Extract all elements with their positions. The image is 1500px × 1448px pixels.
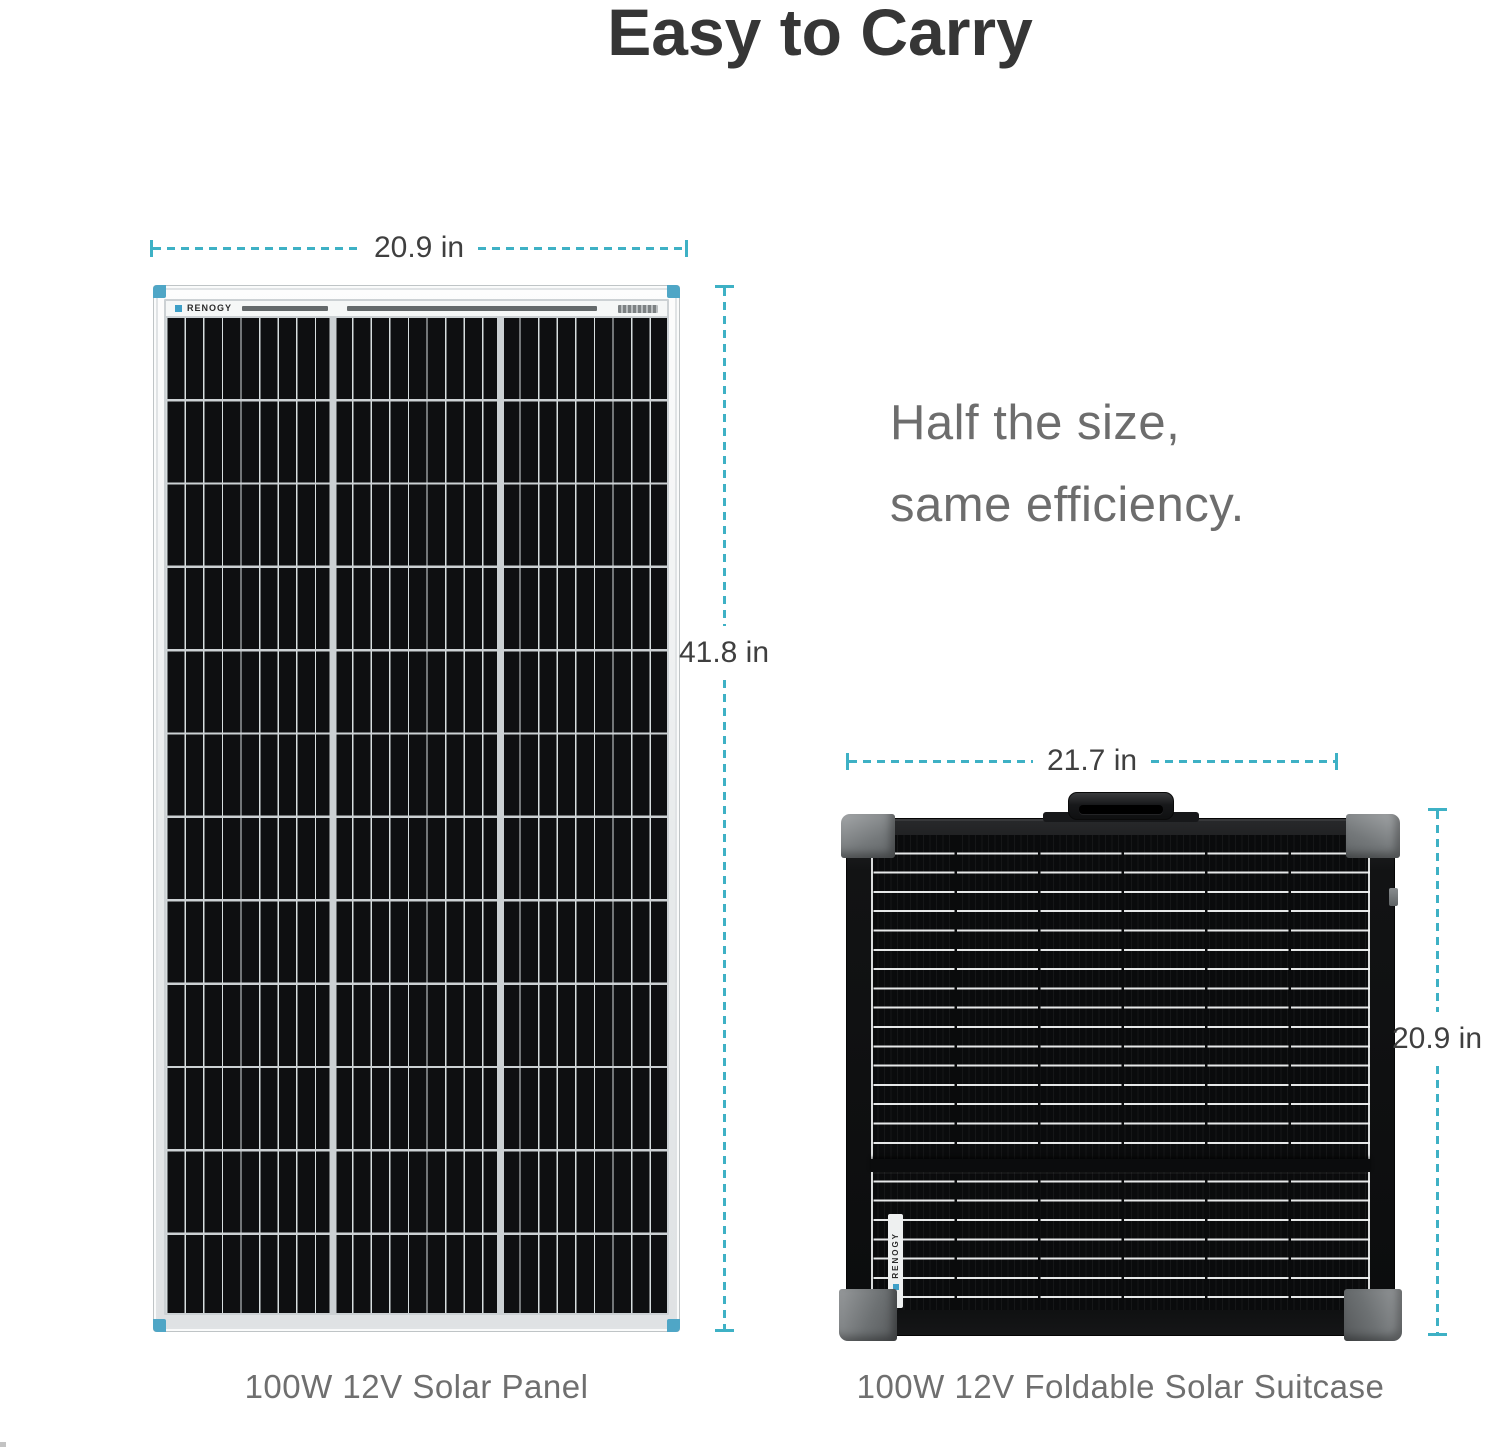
suitcase-corner-guard	[839, 1289, 897, 1341]
suitcase-fold-seam	[871, 1159, 1370, 1172]
dimension-dash	[153, 246, 360, 250]
dimension-tick	[846, 752, 849, 770]
dimension-tick	[714, 1329, 734, 1332]
solar-panel-image: RENOGY	[153, 285, 680, 1332]
suitcase-image: RENOGY	[839, 792, 1402, 1341]
dimension-dash	[1151, 759, 1336, 763]
tagline-line-1: Half the size,	[890, 396, 1181, 450]
panel-height-label: 41.8 in	[678, 635, 770, 669]
dimension-dash	[1435, 811, 1439, 1012]
panel-busbar	[347, 306, 598, 311]
dimension-dash	[849, 759, 1033, 763]
panel-serial-tag	[618, 304, 658, 313]
suitcase-brand-label: RENOGY	[888, 1214, 903, 1308]
panel-solar-cells	[166, 318, 667, 1313]
dimension-tick	[1427, 1333, 1447, 1336]
dimension-tick	[685, 239, 689, 257]
panel-caption: 100W 12V Solar Panel	[244, 1368, 589, 1405]
dimension-tick	[1335, 752, 1339, 770]
suitcase-brand-text: RENOGY	[891, 1232, 900, 1279]
suitcase-corner-guard	[841, 814, 895, 858]
renogy-logo-icon	[175, 305, 182, 312]
suitcase-corner-guard	[1346, 814, 1400, 858]
renogy-logo-icon	[892, 1283, 899, 1290]
panel-corner-cap	[667, 285, 680, 298]
suitcase-width-dimension: 21.7 in	[846, 744, 1339, 778]
panel-brand-strip: RENOGY	[166, 301, 667, 316]
tagline-line-2: same efficiency.	[890, 478, 1245, 532]
suitcase-body	[846, 818, 1395, 1336]
suitcase-handle	[1067, 792, 1174, 820]
dimension-tick	[150, 239, 153, 257]
suitcase-corner-guard	[1344, 1289, 1402, 1341]
panel-height-dimension: 41.8 in	[668, 285, 780, 1332]
tagline: Half the size, same efficiency.	[890, 382, 1245, 546]
panel-laminate: RENOGY	[164, 299, 669, 1315]
suitcase-solar-cells	[871, 835, 1370, 1310]
dimension-tick	[1427, 808, 1447, 811]
page-title: Easy to Carry	[607, 0, 1033, 69]
panel-width-label: 20.9 in	[373, 231, 465, 264]
dimension-dash	[478, 246, 686, 250]
suitcase-height-dimension: 20.9 in	[1381, 808, 1493, 1336]
suitcase-latch	[1389, 888, 1398, 906]
panel-corner-cap	[153, 1319, 166, 1332]
suitcase-width-label: 21.7 in	[1046, 744, 1138, 777]
panel-corner-cap	[667, 1319, 680, 1332]
artifact-speck	[0, 1442, 6, 1447]
panel-width-dimension: 20.9 in	[150, 231, 689, 265]
suitcase-height-label: 20.9 in	[1391, 1021, 1483, 1055]
suitcase-caption: 100W 12V Foldable Solar Suitcase	[856, 1368, 1385, 1405]
panel-brand-text: RENOGY	[187, 303, 233, 313]
panel-corner-cap	[153, 285, 166, 298]
dimension-tick	[714, 285, 734, 288]
dimension-dash	[1435, 1065, 1439, 1333]
panel-busbar	[242, 306, 329, 311]
dimension-dash	[722, 288, 726, 626]
dimension-dash	[722, 679, 726, 1329]
